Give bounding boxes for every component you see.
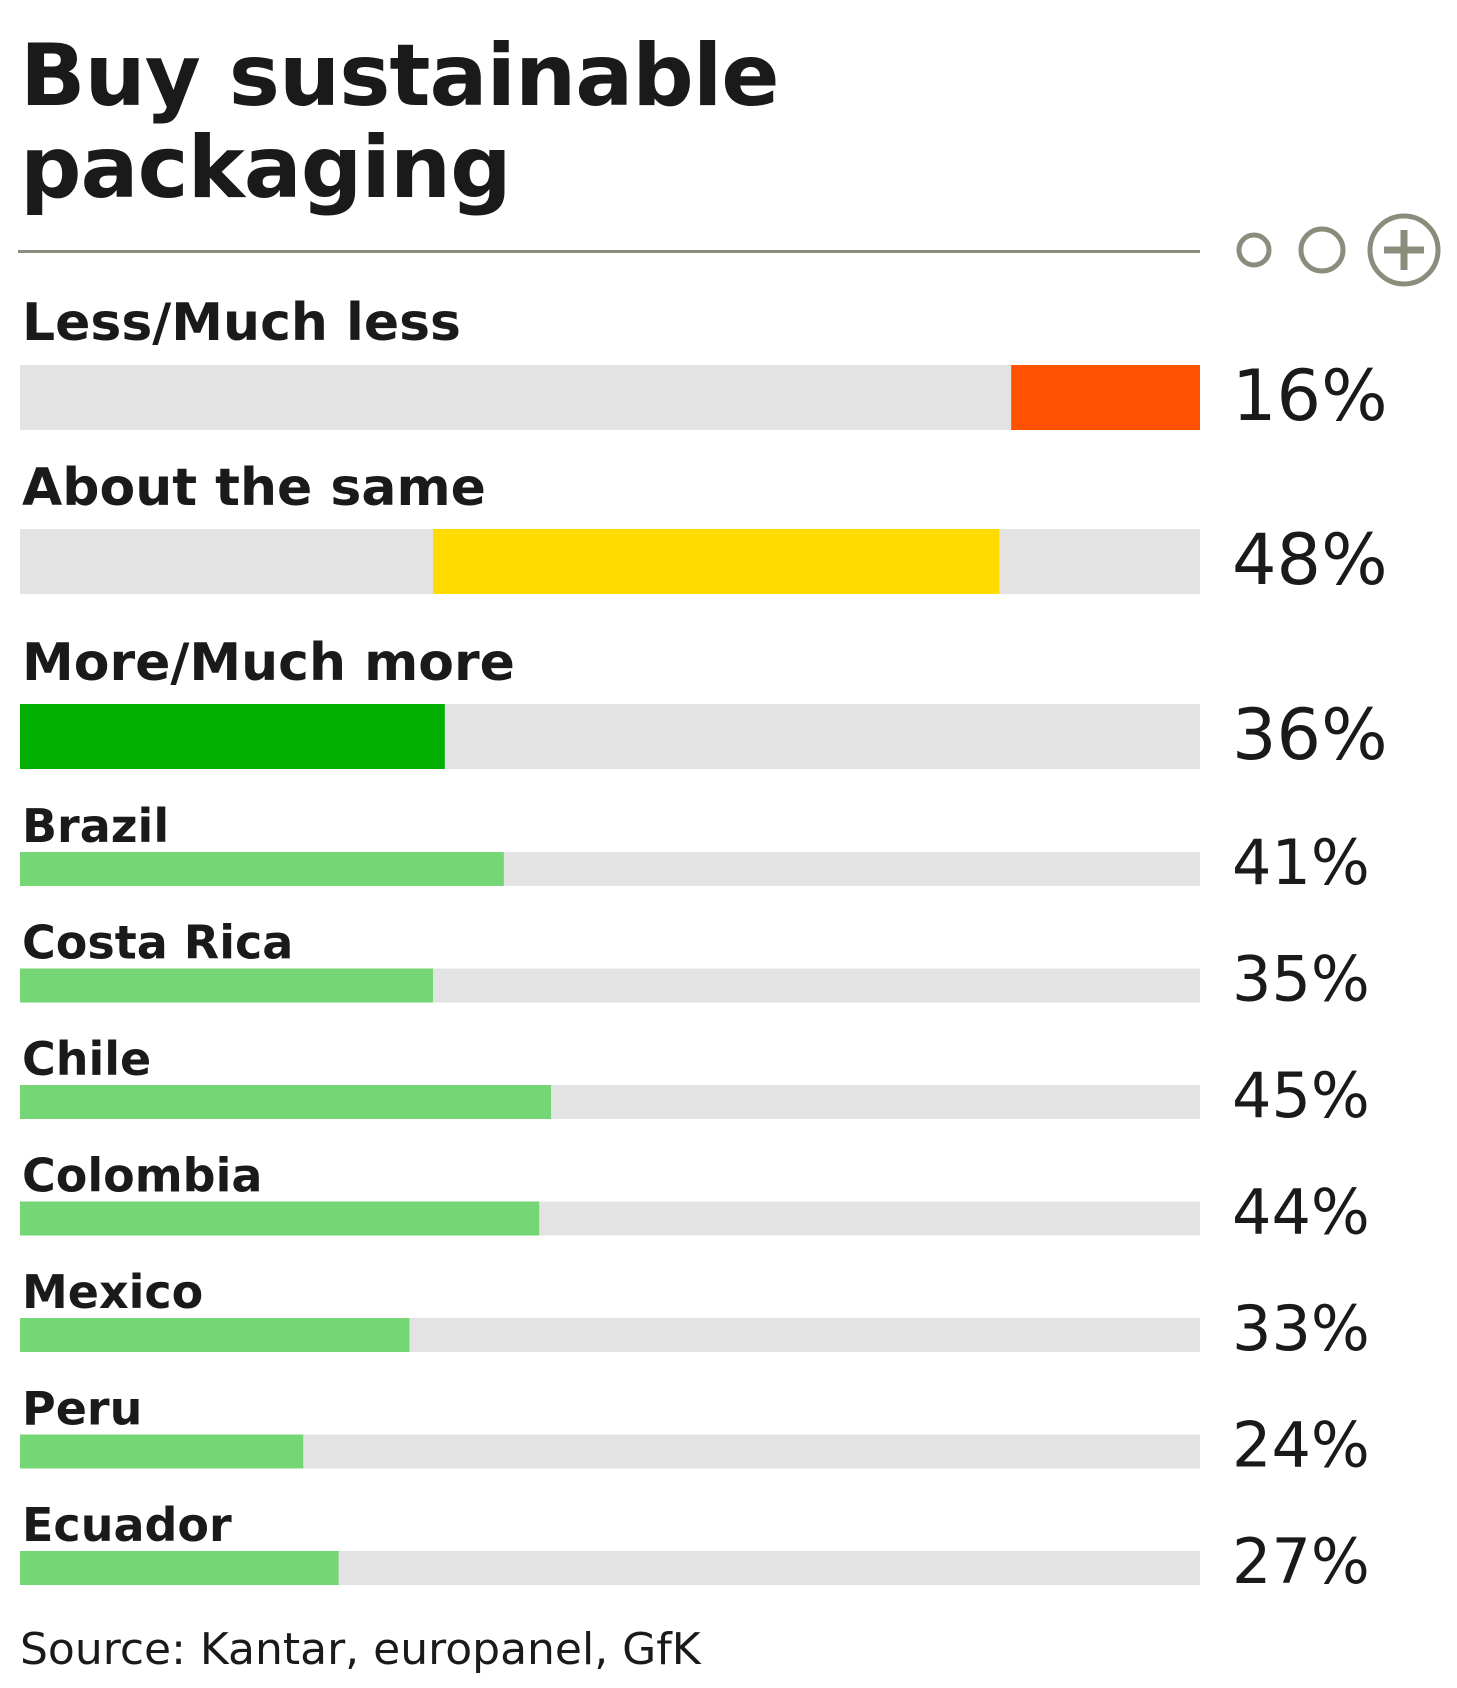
country-bar-costa-rica xyxy=(20,968,433,1003)
country-label-brazil: Brazil xyxy=(22,799,169,853)
summary-label-about-the-same: About the same xyxy=(22,458,486,518)
country-value-mexico: 33% xyxy=(1232,1292,1370,1365)
summary-bar-less-much-less xyxy=(1011,365,1200,430)
size-toggle-group xyxy=(1236,213,1441,287)
medium-circle-icon[interactable] xyxy=(1298,226,1346,274)
country-bar-chile xyxy=(20,1085,551,1119)
country-label-ecuador: Ecuador xyxy=(22,1498,232,1552)
summary-track-less-much-less xyxy=(20,365,1200,430)
summary-value-more-much-more: 36% xyxy=(1232,694,1388,776)
small-circle-icon[interactable] xyxy=(1236,232,1272,268)
summary-label-more-much-more: More/Much more xyxy=(22,633,515,693)
country-bar-colombia xyxy=(20,1201,540,1236)
plus-circle-icon[interactable] xyxy=(1367,213,1441,287)
summary-value-about-the-same: 48% xyxy=(1232,519,1388,601)
country-value-ecuador: 27% xyxy=(1232,1525,1370,1598)
country-bar-brazil xyxy=(20,852,504,886)
country-label-chile: Chile xyxy=(22,1032,151,1086)
summary-value-less-much-less: 16% xyxy=(1232,355,1388,437)
country-label-mexico: Mexico xyxy=(22,1265,203,1319)
summary-bar-about-the-same xyxy=(433,529,1000,594)
country-value-peru: 24% xyxy=(1232,1409,1370,1482)
country-bar-ecuador xyxy=(20,1551,339,1585)
title-divider xyxy=(18,250,1200,253)
country-label-costa-rica: Costa Rica xyxy=(22,916,293,970)
chart-title: Buy sustainable packaging xyxy=(20,26,780,218)
country-value-colombia: 44% xyxy=(1232,1176,1370,1249)
country-label-colombia: Colombia xyxy=(22,1149,262,1203)
country-value-costa-rica: 35% xyxy=(1232,943,1370,1016)
country-bar-peru xyxy=(20,1434,304,1469)
country-bar-mexico xyxy=(20,1318,410,1352)
summary-label-less-much-less: Less/Much less xyxy=(22,293,461,353)
source-note: Source: Kantar, europanel, GfK xyxy=(20,1624,701,1675)
summary-bar-more-much-more xyxy=(20,704,445,769)
country-value-chile: 45% xyxy=(1232,1059,1370,1132)
country-label-peru: Peru xyxy=(22,1382,142,1436)
country-value-brazil: 41% xyxy=(1232,826,1370,899)
